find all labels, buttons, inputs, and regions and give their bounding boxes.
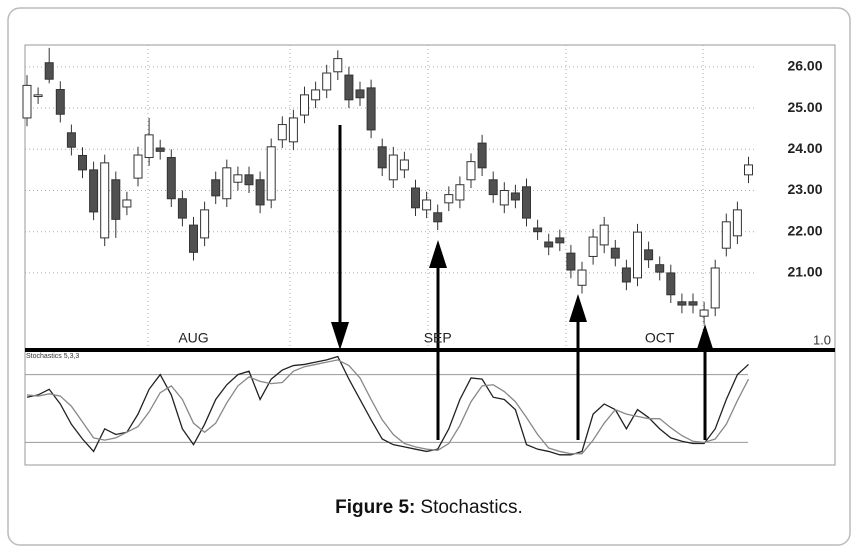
candle-body bbox=[466, 161, 476, 181]
candle-body bbox=[533, 227, 543, 233]
candle-body bbox=[588, 236, 598, 257]
candle-body bbox=[566, 252, 576, 271]
candle-body bbox=[288, 117, 298, 143]
candle-body bbox=[266, 146, 276, 201]
caption: Figure 5: Stochastics. bbox=[335, 497, 523, 518]
candle-body bbox=[411, 187, 420, 209]
candle-body bbox=[655, 264, 665, 273]
indicator-title: Stochastics 5,3,3 bbox=[26, 353, 79, 360]
candle-body bbox=[355, 89, 365, 99]
arrows bbox=[331, 125, 714, 440]
candle-body bbox=[610, 247, 620, 259]
candle-body bbox=[599, 224, 609, 246]
candle-body bbox=[455, 184, 465, 201]
x-tick-label: SEP bbox=[424, 330, 452, 346]
candle-body bbox=[211, 179, 221, 197]
candle-body bbox=[444, 194, 454, 204]
caption-label: Figure 5: bbox=[335, 497, 415, 518]
candle-body bbox=[744, 164, 753, 176]
x-tick-label: OCT bbox=[645, 330, 675, 346]
candle-body bbox=[699, 309, 709, 317]
stochastic-line bbox=[26, 359, 750, 455]
candle-body bbox=[644, 249, 654, 261]
candle-body bbox=[200, 209, 210, 239]
candle-body bbox=[189, 224, 198, 253]
y-tick-label: 22.00 bbox=[787, 222, 822, 238]
marks bbox=[22, 47, 753, 456]
candle-body bbox=[333, 58, 343, 73]
candle-body bbox=[155, 147, 165, 152]
caption-text: Stochastics. bbox=[420, 497, 522, 518]
candle-body bbox=[633, 231, 642, 279]
candle-body bbox=[322, 72, 332, 91]
y-tick-label: 25.00 bbox=[787, 99, 822, 115]
candle-body bbox=[522, 186, 531, 219]
candle-body bbox=[666, 272, 676, 296]
candle-body bbox=[311, 89, 321, 101]
candle-body bbox=[721, 221, 731, 249]
candle-body bbox=[111, 179, 121, 220]
candle-body bbox=[577, 269, 587, 286]
candle-body bbox=[233, 174, 243, 183]
candle-body bbox=[399, 159, 409, 171]
y-tick-label: 21.00 bbox=[787, 264, 822, 280]
candle-body bbox=[89, 169, 99, 213]
candle-body bbox=[710, 267, 720, 309]
candle-body bbox=[388, 154, 398, 181]
candle-body bbox=[422, 199, 432, 211]
candle-body bbox=[55, 89, 65, 115]
candle-body bbox=[499, 189, 509, 206]
candle-body bbox=[166, 157, 176, 200]
candle-body bbox=[33, 94, 43, 98]
candle-body bbox=[44, 62, 54, 80]
y-tick-label: 23.00 bbox=[787, 181, 822, 197]
arrow-head bbox=[569, 294, 587, 322]
candle-body bbox=[677, 301, 687, 306]
candle-body bbox=[100, 162, 110, 239]
candle-body bbox=[277, 124, 287, 141]
candle-body bbox=[621, 267, 631, 283]
candle-body bbox=[144, 134, 154, 159]
scale-label: 1.0 bbox=[813, 332, 831, 347]
stochastic-line bbox=[26, 355, 749, 456]
candle-body bbox=[510, 192, 520, 201]
candle-body bbox=[222, 167, 232, 200]
candle-body bbox=[477, 142, 487, 169]
candle-body bbox=[732, 209, 742, 237]
candle-body bbox=[244, 174, 254, 186]
candle-body bbox=[177, 198, 187, 219]
candle-body bbox=[255, 179, 265, 206]
candle-body bbox=[688, 301, 698, 306]
candle-body bbox=[122, 199, 132, 208]
candle-body bbox=[300, 94, 309, 116]
arrow-head bbox=[696, 324, 714, 352]
candle-body bbox=[133, 154, 143, 179]
candle-body bbox=[78, 154, 87, 171]
candle-body bbox=[555, 237, 565, 244]
candle-body bbox=[433, 212, 443, 223]
y-tick-label: 26.00 bbox=[787, 58, 822, 74]
arrow-head bbox=[429, 240, 447, 268]
y-tick-label: 24.00 bbox=[787, 140, 822, 156]
candle-body bbox=[366, 87, 376, 131]
candle-body bbox=[488, 179, 498, 196]
x-tick-label: AUG bbox=[178, 330, 208, 346]
candle-body bbox=[544, 241, 554, 248]
chart-frame bbox=[24, 44, 836, 466]
candle-body bbox=[377, 146, 387, 169]
candle-body bbox=[66, 132, 76, 148]
candle-body bbox=[344, 74, 354, 101]
arrow-head bbox=[331, 322, 349, 350]
candle-body bbox=[22, 84, 32, 119]
